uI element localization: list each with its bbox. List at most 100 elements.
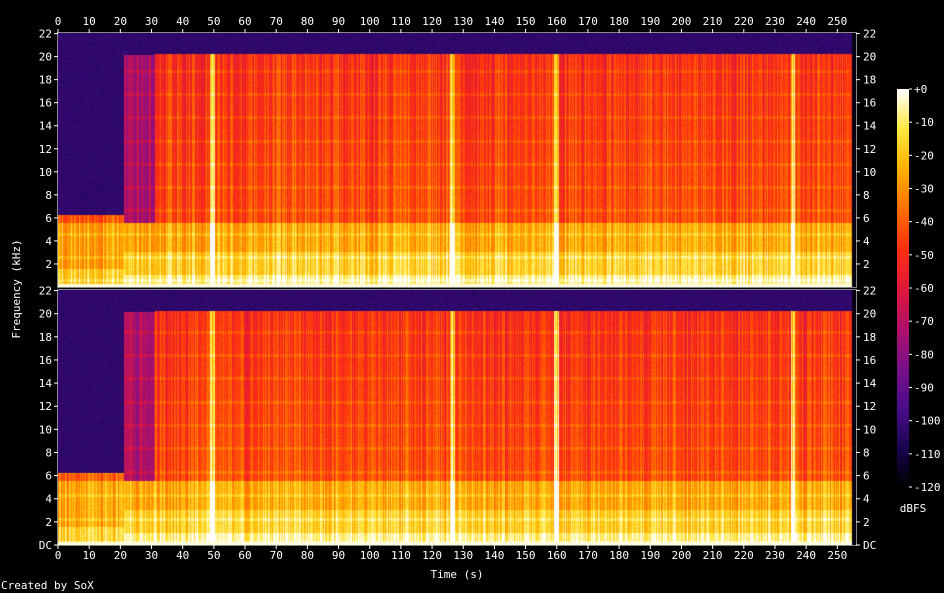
x-tick-label-top: 180 — [609, 15, 629, 28]
x-tick-label-top: 30 — [145, 15, 158, 28]
x-tick-label-bottom: 100 — [360, 549, 380, 562]
y-tick-label-left: 22 — [39, 285, 52, 298]
x-tick-label-top: 160 — [547, 15, 567, 28]
x-tick-label-top: 120 — [422, 15, 442, 28]
x-tick-label-bottom: 200 — [672, 549, 692, 562]
x-tick-label-top: 240 — [796, 15, 816, 28]
x-tick-label-bottom: 150 — [516, 549, 536, 562]
y-tick-label-right: 14 — [863, 377, 877, 390]
x-tick-label-top: 70 — [270, 15, 283, 28]
colorbar-tick-label: -110 — [914, 448, 941, 461]
spectrogram-image — [58, 290, 856, 545]
x-tick-label-bottom: 140 — [484, 549, 504, 562]
x-tick-label-top: 150 — [516, 15, 536, 28]
x-tick-label-bottom: 20 — [114, 549, 127, 562]
x-tick-label-top: 80 — [301, 15, 314, 28]
plot-frame-2 — [57, 289, 857, 546]
y-tick-label-left: 12 — [39, 400, 52, 413]
y-tick-label-left: 18 — [39, 331, 52, 344]
channel-1-spectrogram — [58, 33, 856, 287]
colorbar-ticks: +0 -10 -20 -30 -40 -50 -60 -70 -80 -90 -100 -110 -12… — [909, 83, 941, 494]
colorbar-tick-label: -100 — [914, 415, 941, 428]
x-tick-label-top: 250 — [827, 15, 847, 28]
colorbar-tick-label: -120 — [914, 481, 941, 494]
x-tick-label-bottom: 130 — [453, 549, 473, 562]
y-tick-label-left: 8 — [45, 446, 52, 459]
y-tick-label-right: 20 — [863, 51, 876, 64]
y-tick-label-right: 12 — [863, 143, 876, 156]
y-tick-label-left: 6 — [45, 470, 52, 483]
x-tick-label-top: 20 — [114, 15, 127, 28]
x-tick-label-bottom: 110 — [391, 549, 411, 562]
x-tick-label-bottom: 90 — [332, 549, 345, 562]
y-tick-label-left: 22 — [39, 28, 52, 41]
y-tick-label-left: 14 — [39, 377, 53, 390]
x-tick-label-bottom: 230 — [765, 549, 785, 562]
colorbar-tick-label: -80 — [914, 348, 934, 361]
x-tick-label-top: 200 — [672, 15, 692, 28]
y-tick-label-right: 6 — [863, 212, 870, 225]
x-tick-label-bottom: 50 — [207, 549, 220, 562]
colorbar-tick-label: -50 — [914, 249, 934, 262]
x-ticks-top: 0 10 20 30 40 50 60 70 80 90 100 110 120 130 140 150 160… — [55, 15, 847, 33]
y-tick-label-right: 18 — [863, 331, 876, 344]
x-tick-label-bottom: 190 — [640, 549, 660, 562]
y-tick-label-left: 4 — [45, 235, 52, 248]
x-tick-label-top: 140 — [484, 15, 504, 28]
x-tick-label-bottom: 170 — [578, 549, 598, 562]
y-tick-label-right: 16 — [863, 354, 876, 367]
y-tick-label-right: 2 — [863, 516, 870, 529]
plot-frame-1 — [57, 32, 857, 288]
x-tick-label-top: 90 — [332, 15, 345, 28]
y-tick-label-left: DC — [39, 539, 52, 552]
y-tick-label-right: 4 — [863, 235, 870, 248]
x-tick-label-bottom: 30 — [145, 549, 158, 562]
channel-2-spectrogram — [58, 290, 856, 545]
x-tick-label-bottom: 250 — [827, 549, 847, 562]
y-tick-label-right: 18 — [863, 74, 876, 87]
x-tick-label-top: 110 — [391, 15, 411, 28]
y-tick-label-left: 2 — [45, 516, 52, 529]
x-tick-label-bottom: 70 — [270, 549, 283, 562]
y-tick-label-left: 2 — [45, 258, 52, 271]
x-tick-label-top: 60 — [238, 15, 251, 28]
x-axis-label: Time (s) — [431, 568, 484, 581]
y-tick-label-left: 12 — [39, 143, 52, 156]
colorbar-gradient — [897, 89, 909, 487]
x-tick-label-bottom: 240 — [796, 549, 816, 562]
y-tick-label-right: 2 — [863, 258, 870, 271]
x-tick-label-top: 170 — [578, 15, 598, 28]
spectrogram-image — [58, 33, 856, 287]
x-tick-label-bottom: 180 — [609, 549, 629, 562]
x-tick-label-top: 10 — [83, 15, 96, 28]
y-tick-label-left: 20 — [39, 308, 52, 321]
x-tick-label-bottom: 220 — [734, 549, 754, 562]
x-tick-label-bottom: 0 — [55, 549, 62, 562]
y-tick-label-right: DC — [863, 539, 876, 552]
x-tick-label-bottom: 10 — [83, 549, 96, 562]
colorbar-tick-label: -20 — [914, 149, 934, 162]
colorbar-tick-label: -10 — [914, 116, 934, 129]
y-tick-label-left: 4 — [45, 493, 52, 506]
colorbar-tick-label: +0 — [914, 83, 927, 96]
x-tick-label-top: 50 — [207, 15, 220, 28]
colorbar — [897, 89, 909, 487]
y-tick-label-right: 10 — [863, 423, 876, 436]
x-tick-label-top: 100 — [360, 15, 380, 28]
x-tick-label-bottom: 160 — [547, 549, 567, 562]
y-tick-label-left: 20 — [39, 51, 52, 64]
colorbar-tick-label: -70 — [914, 315, 934, 328]
colorbar-tick-label: -90 — [914, 382, 934, 395]
y-tick-label-left: 8 — [45, 189, 52, 202]
y-tick-label-left: 10 — [39, 423, 52, 436]
y-tick-label-right: 8 — [863, 446, 870, 459]
y-tick-label-left: 14 — [39, 120, 53, 133]
y-tick-label-right: 22 — [863, 28, 876, 41]
x-tick-label-top: 220 — [734, 15, 754, 28]
y-tick-label-left: 16 — [39, 354, 52, 367]
y-tick-label-left: 16 — [39, 97, 52, 110]
y-tick-label-left: 10 — [39, 166, 52, 179]
y-tick-label-left: 6 — [45, 212, 52, 225]
